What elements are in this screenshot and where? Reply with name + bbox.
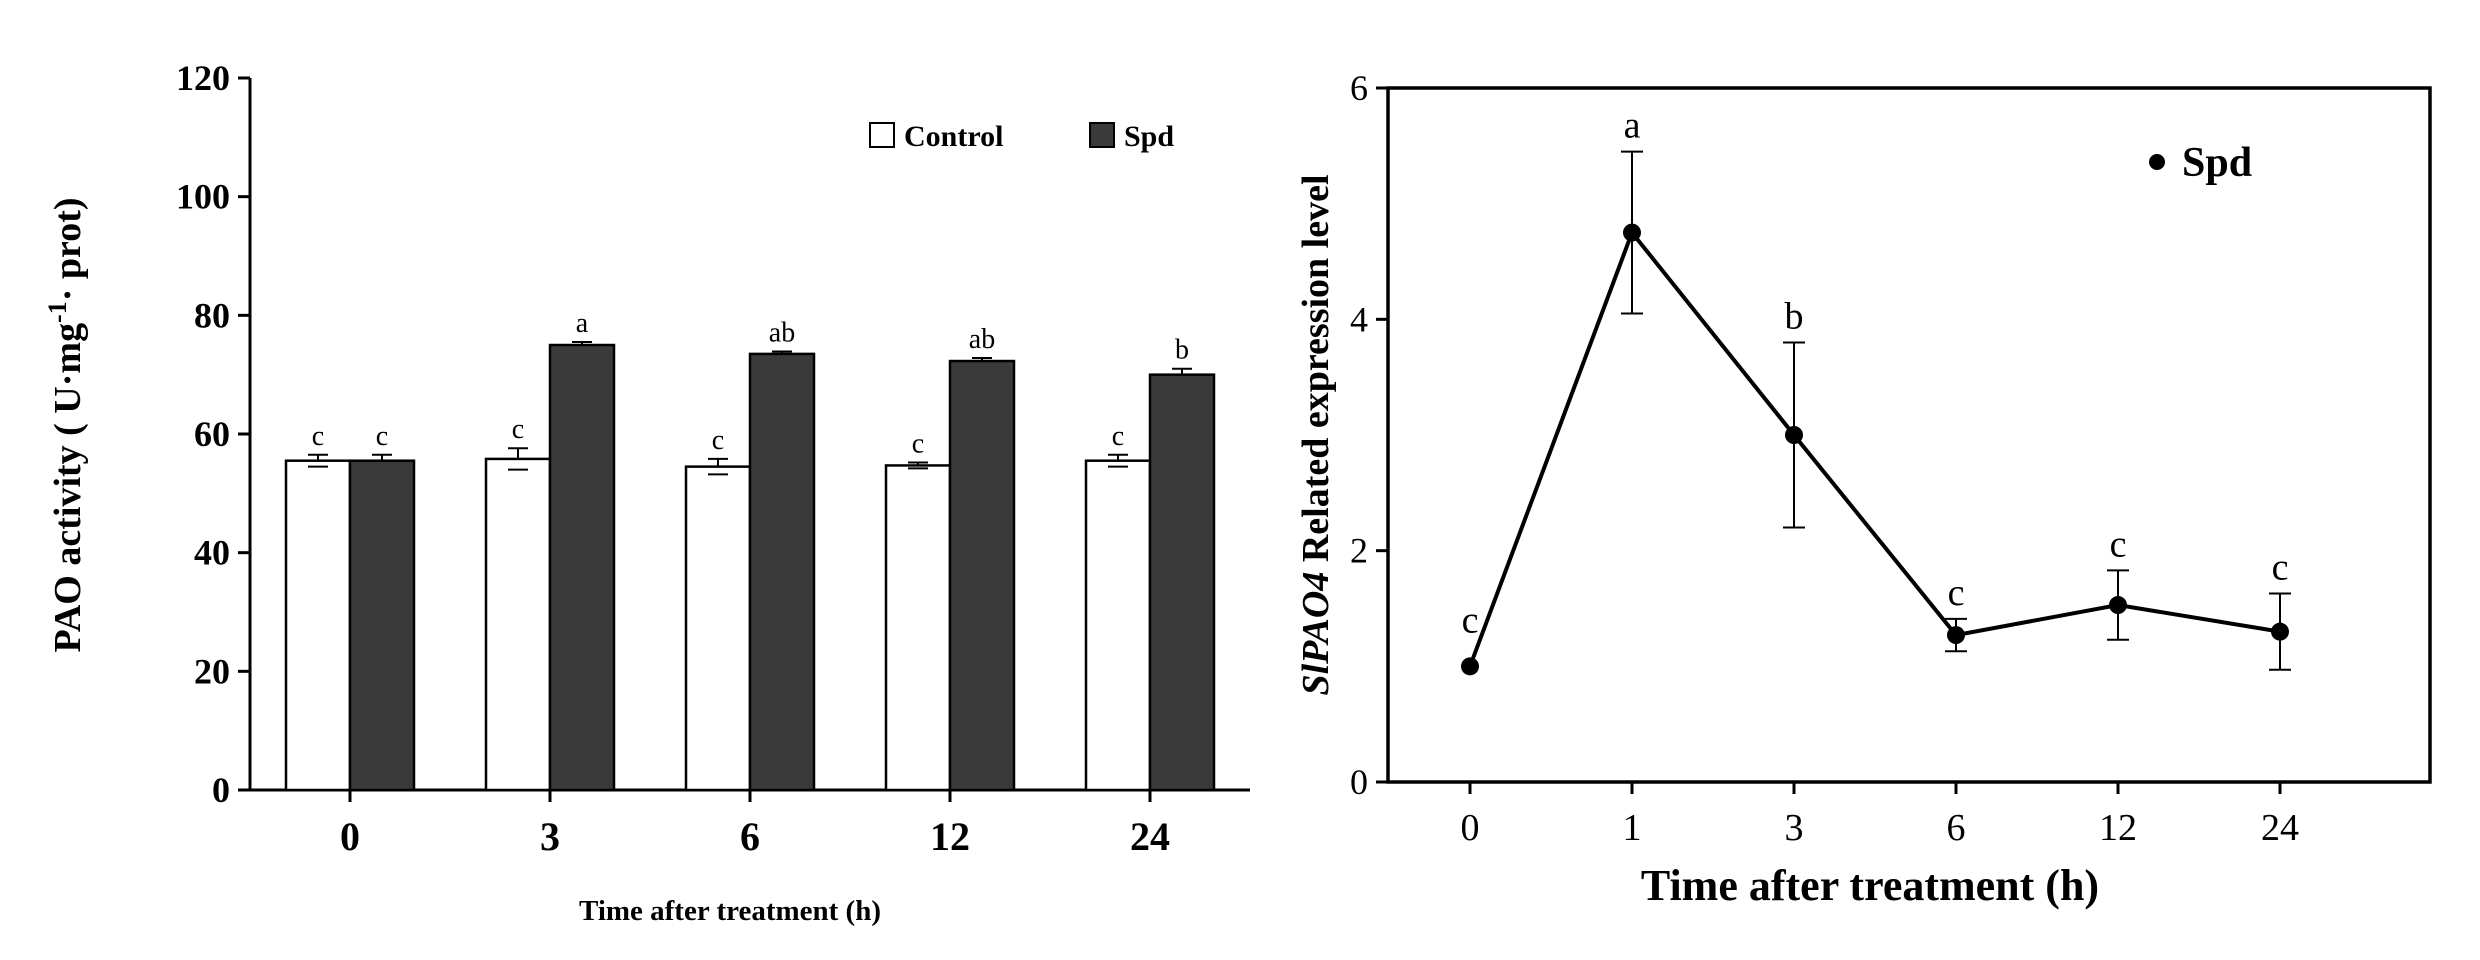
legend-spd-line-label: Spd <box>2182 140 2252 186</box>
line-x-tick-label: 6 <box>1947 807 1966 849</box>
bar-significance-letter: c <box>312 421 324 452</box>
line-y-axis-title-gene: SlPAO4 <box>1295 572 1337 696</box>
line-y-axis-title: SlPAO4 Related expression level <box>1295 174 1337 695</box>
line-significance-letter: b <box>1785 295 1804 337</box>
line-plot-frame <box>1386 86 2432 784</box>
bar-y-tick-label: 100 <box>176 177 230 217</box>
bar-axes: 0 20 40 60 80 100 120 0 3 6 12 24 <box>176 58 1250 859</box>
line-data-point <box>2109 596 2127 615</box>
bar-significance-letter: ab <box>769 318 795 349</box>
bar-y-tick-label: 20 <box>194 651 230 691</box>
legend-spd-swatch <box>1089 122 1115 148</box>
line-significance-letter: a <box>1624 105 1641 147</box>
line-y-tick-label: 4 <box>1350 299 1368 339</box>
line-significance-letter: c <box>1462 599 1479 641</box>
bar-y-axis-title-sup: -1 <box>43 301 72 323</box>
bar-spd <box>348 459 416 792</box>
bar-significance-letter: a <box>576 308 589 339</box>
bar-x-tick-label: 0 <box>340 814 360 859</box>
bar-legend: Control Spd <box>869 120 1174 153</box>
line-data-point <box>1785 426 1803 444</box>
bar-significance-letter: c <box>912 428 924 459</box>
bar-marks: c c c a c ab c ab c b <box>284 308 1216 792</box>
bar-spd <box>1148 373 1216 792</box>
line-y-axis-title-rest: Related expression level <box>1295 174 1337 571</box>
bar-x-tick-label: 12 <box>930 814 970 859</box>
legend-spd-label: Spd <box>1124 120 1174 153</box>
bar-significance-letter: c <box>712 425 724 456</box>
line-legend: Spd <box>2149 140 2252 186</box>
bar-x-tick-label: 24 <box>1130 814 1170 859</box>
bar-significance-letter: b <box>1175 335 1189 366</box>
bar-significance-letter: ab <box>969 324 995 355</box>
line-x-tick-label: 1 <box>1623 807 1642 849</box>
bar-control <box>884 464 952 792</box>
bar-control <box>1084 459 1152 792</box>
line-significance-letter: c <box>2272 546 2289 588</box>
bar-x-tick-label: 6 <box>740 814 760 859</box>
line-x-tick-label: 24 <box>2261 807 2299 849</box>
bar-y-axis-title: PAO activity ( U·mg-1· prot) <box>43 197 89 652</box>
line-x-axis-title: Time after treatment (h) <box>1641 861 2099 910</box>
bar-x-tick-label: 3 <box>540 814 560 859</box>
line-y-tick-label: 2 <box>1350 531 1368 571</box>
bar-control <box>484 457 552 792</box>
line-y-tick-label: 0 <box>1350 762 1368 802</box>
line-significance-letter: c <box>1948 572 1965 614</box>
bar-x-axis-title: Time after treatment (h) <box>579 895 881 927</box>
line-data-point <box>1461 657 1479 676</box>
line-y-tick-label: 6 <box>1350 68 1368 108</box>
legend-spd-marker <box>2149 154 2165 170</box>
bar-y-tick-label: 120 <box>176 58 230 98</box>
bar-significance-letter: c <box>376 421 388 452</box>
line-series-spd <box>1468 228 2281 668</box>
bar-significance-letter: c <box>512 414 524 445</box>
bar-y-axis-title-tail: · prot) <box>47 197 89 301</box>
line-x-tick-label: 0 <box>1461 807 1480 849</box>
bar-y-tick-label: 40 <box>194 533 230 573</box>
bar-significance-letter: c <box>1112 421 1124 452</box>
bar-y-axis-title-main: PAO activity ( U·mg <box>47 323 89 653</box>
line-marks: c a b c c c <box>1461 105 2291 676</box>
bar-y-tick-label: 60 <box>194 414 230 454</box>
bar-control <box>284 459 352 792</box>
line-significance-letter: c <box>2110 523 2127 565</box>
bar-spd <box>548 343 616 792</box>
bar-y-tick-label: 80 <box>194 295 230 335</box>
legend-control-label: Control <box>904 120 1003 153</box>
line-x-tick-label: 12 <box>2099 807 2137 849</box>
line-data-point <box>2271 622 2289 641</box>
bar-spd <box>948 359 1016 792</box>
pao-activity-bar-chart: 0 20 40 60 80 100 120 0 3 6 12 24 c c c a c ab c ab c b Cont… <box>43 58 1250 927</box>
bar-control <box>684 465 752 792</box>
line-data-point <box>1623 223 1641 242</box>
line-x-tick-label: 3 <box>1785 807 1804 849</box>
legend-control-swatch <box>869 122 895 148</box>
bar-y-tick-label: 0 <box>212 770 230 810</box>
bar-spd <box>748 352 816 792</box>
line-data-point <box>1947 626 1965 645</box>
